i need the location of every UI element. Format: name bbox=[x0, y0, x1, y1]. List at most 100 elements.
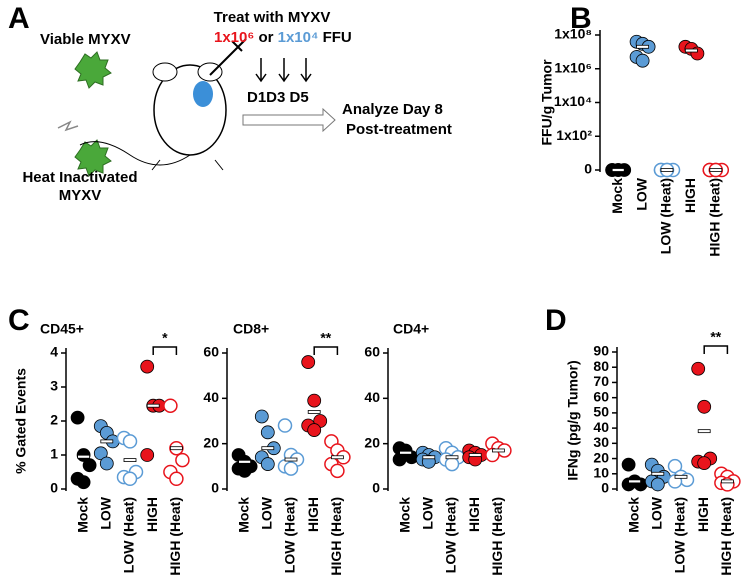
data-point bbox=[330, 463, 345, 479]
x-tick-label: HIGH bbox=[682, 178, 698, 213]
y-tick-label: 60 bbox=[593, 388, 609, 404]
y-tick-label: 0 bbox=[584, 161, 592, 177]
data-point bbox=[691, 361, 706, 376]
x-tick-label: LOW bbox=[420, 496, 436, 529]
y-tick-label: 40 bbox=[203, 389, 219, 405]
mean-marker bbox=[721, 479, 734, 484]
mouse-ear bbox=[197, 62, 223, 82]
y-axis-label: IFNg (pg/g Tumor) bbox=[565, 360, 581, 480]
y-tick-label: 20 bbox=[593, 449, 609, 465]
x-tick-label: Mock bbox=[625, 497, 641, 533]
x-tick-label: HIGH (Heat) bbox=[718, 497, 734, 576]
mean-marker bbox=[100, 439, 114, 444]
mean-marker bbox=[77, 454, 90, 459]
chart-title: CD45+ bbox=[40, 321, 84, 337]
mean-marker bbox=[636, 44, 649, 49]
significance-bracket bbox=[313, 346, 339, 355]
y-tick-label: 50 bbox=[593, 404, 609, 420]
dose-line: 1x10⁶ or 1x10⁴ FFU bbox=[214, 29, 352, 46]
high-dose: 1x10⁶ bbox=[214, 29, 254, 46]
mean-marker bbox=[261, 446, 275, 451]
x-tick-label: LOW bbox=[98, 496, 114, 529]
tumor bbox=[193, 81, 213, 107]
panel-a-drawing bbox=[57, 38, 336, 177]
data-point bbox=[163, 398, 178, 413]
x-tick-label: HIGH (Heat) bbox=[489, 497, 505, 576]
heat-label: MYXV bbox=[59, 187, 102, 204]
significance-label: ** bbox=[320, 330, 331, 346]
x-tick-label: HIGH bbox=[144, 497, 160, 532]
virus-icon bbox=[74, 51, 112, 89]
data-point bbox=[621, 457, 636, 472]
x-tick-label: LOW (Heat) bbox=[658, 178, 674, 254]
x-tick-label: LOW (Heat) bbox=[443, 497, 459, 573]
data-point bbox=[260, 425, 275, 440]
panel-label: A bbox=[8, 2, 30, 35]
mean-marker bbox=[399, 450, 413, 455]
mean-marker bbox=[445, 455, 459, 460]
x-tick-label: HIGH bbox=[695, 497, 711, 532]
y-axis-label: % Gated Events bbox=[13, 368, 29, 474]
significance-label: * bbox=[162, 330, 168, 346]
mean-marker bbox=[651, 471, 665, 476]
data-point bbox=[82, 458, 97, 473]
x-tick-label: LOW bbox=[633, 177, 649, 210]
mean-marker bbox=[709, 168, 723, 172]
data-point bbox=[237, 463, 252, 478]
mean-marker bbox=[146, 403, 160, 408]
data-point bbox=[140, 448, 155, 462]
x-tick-label: HIGH (Heat) bbox=[328, 497, 344, 576]
x-tick-label: HIGH (Heat) bbox=[707, 178, 723, 257]
panel-label: C bbox=[8, 304, 30, 337]
y-tick-label: 60 bbox=[203, 344, 219, 360]
y-tick-label: 20 bbox=[203, 434, 219, 450]
y-tick-label: 40 bbox=[364, 389, 380, 405]
or-text: or bbox=[258, 29, 273, 46]
data-point bbox=[697, 399, 712, 414]
x-tick-label: Mock bbox=[235, 497, 251, 533]
data-point bbox=[70, 410, 85, 425]
mean-marker bbox=[611, 168, 625, 172]
x-tick-label: HIGH bbox=[305, 497, 321, 532]
data-point bbox=[307, 393, 322, 408]
mean-marker bbox=[169, 446, 183, 451]
mouse-feet bbox=[151, 159, 224, 171]
y-tick-label: 1 bbox=[50, 446, 58, 462]
x-tick-label: LOW (Heat) bbox=[282, 497, 298, 573]
data-point bbox=[697, 456, 712, 471]
mean-marker bbox=[468, 453, 482, 457]
mean-marker bbox=[284, 457, 298, 462]
y-tick-label: 0 bbox=[50, 480, 58, 496]
x-tick-label: Mock bbox=[609, 178, 625, 214]
y-tick-label: 0 bbox=[211, 480, 219, 496]
data-point bbox=[122, 434, 138, 449]
y-axis-label: FFU/g Tumor bbox=[539, 59, 555, 146]
data-point bbox=[392, 452, 407, 467]
data-point bbox=[444, 456, 460, 472]
y-tick-label: 2 bbox=[50, 412, 58, 428]
y-tick-label: 10 bbox=[593, 464, 609, 480]
data-point bbox=[260, 457, 275, 471]
y-tick-label: 1x10² bbox=[556, 127, 592, 143]
data-point bbox=[283, 461, 299, 476]
data-point bbox=[650, 477, 665, 492]
mean-marker bbox=[685, 48, 698, 53]
data-point bbox=[307, 423, 322, 437]
x-tick-label: Mock bbox=[74, 497, 90, 533]
open-arrow bbox=[242, 107, 336, 133]
heat-icon bbox=[57, 120, 79, 132]
y-tick-label: 90 bbox=[593, 343, 609, 359]
data-point bbox=[254, 409, 269, 424]
y-tick-label: 80 bbox=[593, 358, 609, 374]
days-label: D1D3 D5 bbox=[247, 89, 309, 106]
x-tick-label: LOW (Heat) bbox=[121, 497, 137, 573]
heat-label: Heat Inactivated bbox=[22, 169, 137, 186]
x-tick-label: HIGH bbox=[466, 497, 482, 532]
y-tick-label: 20 bbox=[364, 434, 380, 450]
x-tick-label: LOW bbox=[649, 496, 665, 529]
dose-arrows bbox=[255, 58, 312, 83]
low-dose: 1x10⁴ bbox=[278, 29, 319, 46]
y-tick-label: 30 bbox=[593, 434, 609, 450]
x-tick-label: LOW (Heat) bbox=[672, 497, 688, 573]
